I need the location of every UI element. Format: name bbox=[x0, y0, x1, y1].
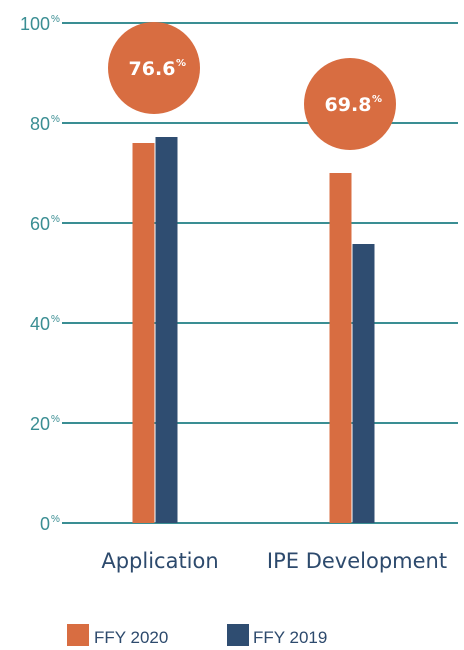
callout-percent-sign: % bbox=[176, 58, 186, 69]
x-category-label: Application bbox=[101, 549, 218, 573]
y-axis-ticks: 0 %20 %40 %60 %80 %100% bbox=[20, 14, 60, 534]
callout-percent-sign: % bbox=[372, 94, 382, 105]
y-tick-label: 60 bbox=[30, 214, 50, 234]
bar-ffy-2019-application bbox=[155, 137, 178, 523]
bar-ffy-2020-application bbox=[132, 143, 155, 523]
bar-ffy-2020-ipe-development bbox=[329, 173, 352, 523]
y-tick-percent-sign: % bbox=[51, 214, 60, 225]
legend-swatch bbox=[67, 624, 89, 646]
x-axis-categories: Application IPE Development bbox=[101, 549, 447, 573]
y-tick-percent-sign: % bbox=[51, 414, 60, 425]
gridlines bbox=[62, 22, 458, 524]
legend-label: FFY 2020 bbox=[94, 628, 168, 647]
y-tick-label: 20 bbox=[30, 414, 50, 434]
callout-bubble bbox=[108, 22, 200, 114]
y-tick-percent-sign: % bbox=[51, 14, 60, 25]
legend: FFY 2020 FFY 2019 bbox=[67, 624, 327, 647]
y-tick-label: 40 bbox=[30, 314, 50, 334]
callout-value: 76.6 bbox=[129, 58, 176, 80]
y-tick-label: 80 bbox=[30, 114, 50, 134]
value-callouts: 76.6 %69.8% bbox=[108, 22, 396, 150]
callout-bubble bbox=[304, 58, 396, 150]
bar-ffy-2019-ipe-development bbox=[352, 244, 375, 523]
y-tick-percent-sign: % bbox=[51, 514, 60, 525]
y-tick-label: 100 bbox=[20, 14, 50, 34]
x-category-label: IPE Development bbox=[267, 549, 447, 573]
bars bbox=[132, 137, 375, 523]
y-tick-percent-sign: % bbox=[51, 114, 60, 125]
y-tick-percent-sign: % bbox=[51, 314, 60, 325]
y-tick-label: 0 bbox=[40, 514, 50, 534]
legend-label: FFY 2019 bbox=[253, 628, 327, 647]
callout-value: 69.8 bbox=[325, 94, 372, 116]
legend-swatch bbox=[227, 624, 249, 646]
